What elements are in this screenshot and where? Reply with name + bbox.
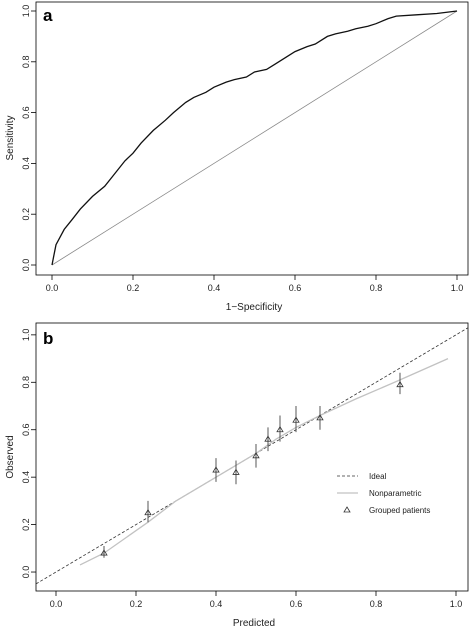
panel-a-roc-curve [51, 10, 458, 266]
panel-a-x-tick-label: 0.0 [46, 283, 59, 293]
panel-b-frame [35, 322, 469, 592]
panel-a-y-tick-label: 0.8 [21, 56, 31, 69]
panel-b-y-tick-label: 0.8 [21, 376, 31, 389]
legend-grouped-triangle-icon [343, 506, 351, 513]
panel-b-x-tick-label: 0.4 [210, 599, 223, 609]
panel-b-y-tick-label: 0.0 [21, 566, 31, 579]
panel-b-x-axis: 0.0 0.2 0.4 0.6 0.8 1.0 [50, 591, 463, 609]
legend-grouped-label: Grouped patients [369, 506, 430, 515]
panel-a-y-label: Sensitivity [5, 115, 16, 160]
panel-a-y-tick-label: 0.2 [21, 208, 31, 221]
panel-a-reference-line [51, 10, 458, 266]
panel-a-frame [35, 1, 469, 276]
panel-a-x-tick-label: 0.2 [127, 283, 140, 293]
panel-a-x-tick-label: 0.6 [289, 283, 302, 293]
panel-b-y-label: Observed [5, 435, 16, 478]
grouped-patients-point [232, 468, 240, 475]
panel-a-y-tick-label: 0.6 [21, 106, 31, 119]
grouped-patients-point [276, 425, 284, 433]
panel-b-grouped-patients [100, 372, 404, 558]
panel-a-x-axis: 0.0 0.2 0.4 0.6 0.8 1.0 [46, 275, 464, 293]
grouped-patients-point [264, 435, 272, 442]
panel-b-x-tick-label: 0.0 [50, 599, 63, 609]
legend-ideal-label: Ideal [369, 472, 387, 481]
panel-b-label: b [43, 329, 53, 348]
grouped-patients-point [100, 549, 108, 556]
panel-b-y-tick-label: 0.6 [21, 423, 31, 436]
panel-a-label: a [43, 6, 53, 25]
panel-b-legend: Ideal Nonparametric Grouped patients [337, 472, 430, 515]
grouped-patients-point [396, 380, 404, 388]
panel-b-y-tick-label: 1.0 [21, 329, 31, 342]
panel-a-y-tick-label: 0.4 [21, 157, 31, 170]
panel-b: b 0.0 0.2 0.4 0.6 0.8 1.0 0.00.20.40.60.81.0 … [5, 322, 469, 629]
panel-a-y-axis: 0.0 0.2 0.4 0.6 0.8 1.0 [21, 5, 36, 272]
panel-a-x-tick-label: 0.8 [370, 283, 383, 293]
panel-b-x-tick-label: 0.2 [130, 599, 143, 609]
panel-a-x-label: 1−Specificity [226, 302, 282, 313]
panel-b-y-tick-label: 0.2 [21, 518, 31, 531]
grouped-patients-point [252, 452, 260, 459]
panel-b-x-tick-label: 0.8 [370, 599, 383, 609]
panel-a-x-tick-label: 0.4 [208, 283, 221, 293]
grouped-patients-point [292, 416, 300, 423]
panel-b-y-tick-label: 0.4 [21, 471, 31, 484]
panel-a: a 0.0 0.2 0.4 0.6 0.8 1.0 0.00.20.40.60.81.0 … [5, 1, 469, 313]
panel-a-y-tick-label: 0.0 [21, 259, 31, 272]
grouped-patients-point [144, 508, 152, 516]
panel-a-x-tick-label: 1.0 [451, 283, 464, 293]
panel-b-x-tick-label: 0.6 [290, 599, 303, 609]
panel-b-nonparametric-curve [79, 358, 449, 566]
panel-b-y-axis: 0.0 0.2 0.4 0.6 0.8 1.0 [21, 329, 36, 579]
panel-a-y-tick-label: 1.0 [21, 5, 31, 18]
grouped-patients-point [212, 466, 220, 473]
panel-b-x-label: Predicted [233, 618, 275, 629]
legend-nonparametric-label: Nonparametric [369, 489, 421, 498]
grouped-patients-point [316, 414, 324, 421]
panel-b-x-tick-label: 1.0 [450, 599, 463, 609]
